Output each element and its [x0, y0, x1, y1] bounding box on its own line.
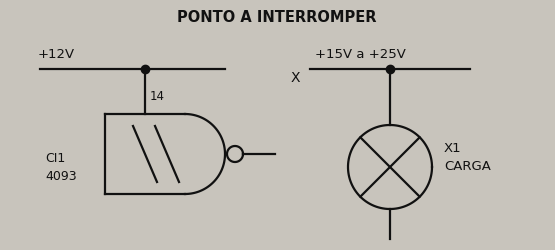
Text: CI1
4093: CI1 4093 [45, 152, 77, 183]
Text: +15V a +25V: +15V a +25V [315, 48, 406, 61]
Text: 14: 14 [150, 90, 165, 102]
Text: X1
CARGA: X1 CARGA [444, 142, 491, 173]
Text: X: X [290, 71, 300, 85]
Text: PONTO A INTERROMPER: PONTO A INTERROMPER [177, 10, 377, 26]
Text: +12V: +12V [38, 48, 75, 61]
